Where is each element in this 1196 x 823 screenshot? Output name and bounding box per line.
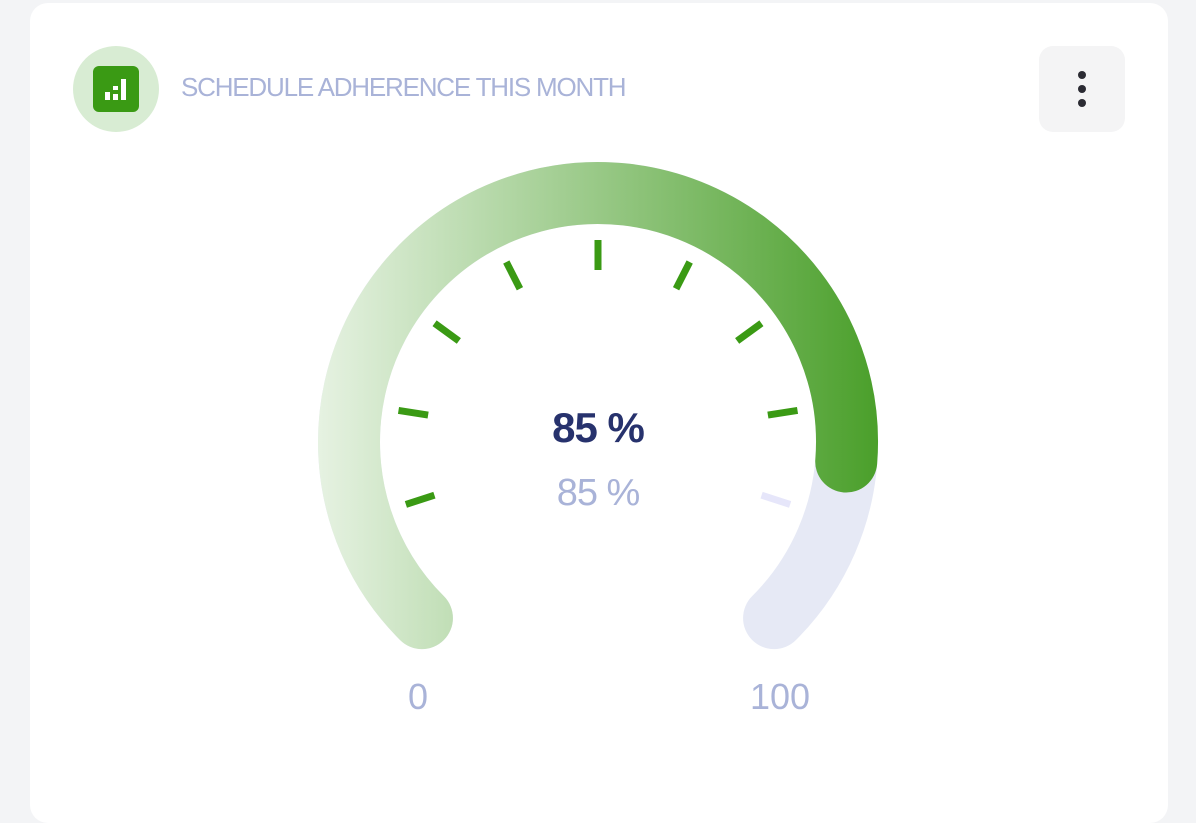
gauge-card [30, 3, 1168, 823]
gauge-max-label: 100 [749, 676, 811, 717]
gauge-tick [760, 491, 792, 508]
gauge-tick [672, 260, 693, 291]
gauge [318, 162, 878, 650]
gauge-tick [767, 406, 799, 419]
gauge-secondary-value: 85 % [556, 472, 641, 514]
more-options-button[interactable] [1039, 46, 1125, 132]
gauge-tick [404, 491, 436, 508]
bar-chart-icon [93, 66, 139, 112]
more-vertical-icon-dot [1078, 99, 1086, 107]
gauge-fill [318, 162, 878, 650]
gauge-tick [397, 406, 429, 419]
gauge-min-label: 0 [407, 676, 429, 717]
gauge-value: 85 % [552, 404, 645, 451]
gauge-tick [432, 320, 461, 344]
gauge-tick [735, 320, 764, 344]
more-vertical-icon-dot [1078, 85, 1086, 93]
widget-icon-badge [73, 46, 159, 132]
gauge-tick [503, 260, 524, 291]
more-vertical-icon [1078, 71, 1086, 79]
widget-title: SCHEDULE ADHERENCE THIS MONTH [181, 72, 627, 102]
